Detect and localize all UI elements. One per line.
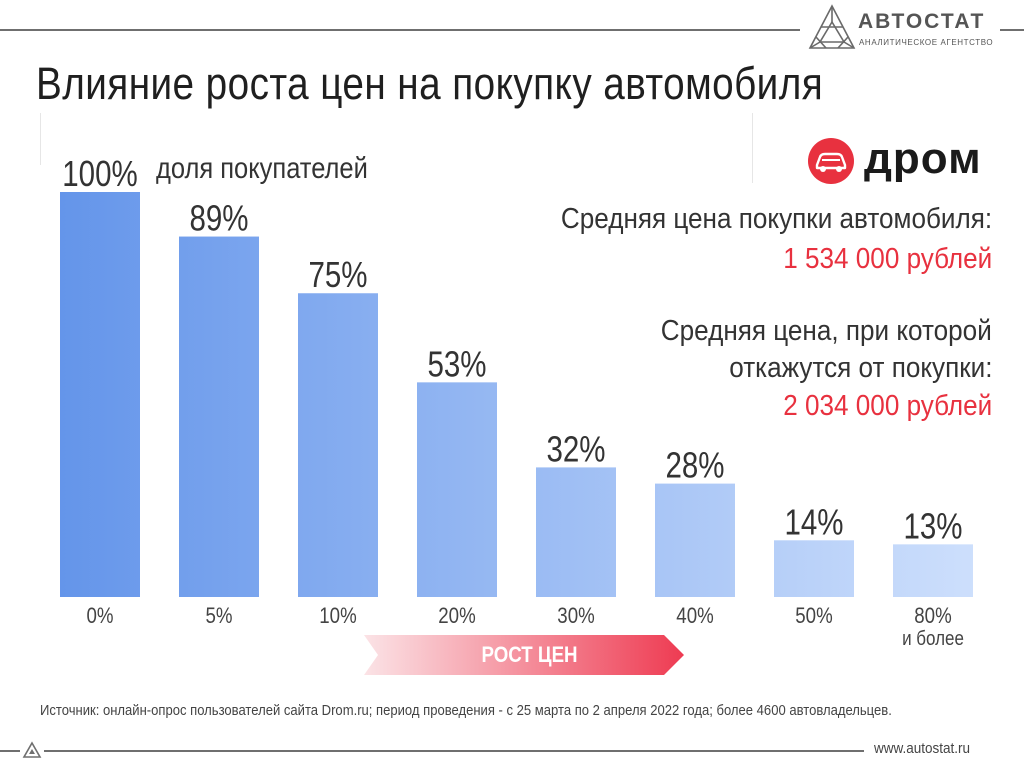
refuse-price-label-line2: откажутся от покупки: bbox=[728, 352, 992, 384]
autostat-logo-icon bbox=[808, 4, 856, 49]
bar-value-label: 14% bbox=[784, 501, 843, 541]
arrow-shape bbox=[364, 635, 684, 675]
bar-3 bbox=[298, 293, 378, 597]
drom-logo: дром bbox=[806, 134, 996, 186]
source-note: Источник: онлайн-опрос пользователей сай… bbox=[40, 703, 892, 719]
bar-8 bbox=[893, 544, 973, 597]
bottom-rule bbox=[44, 750, 864, 752]
avg-price-label: Средняя цена покупки автомобиля: bbox=[560, 203, 992, 235]
x-tick-label: 50% bbox=[795, 605, 832, 629]
site-url: www.autostat.ru bbox=[874, 740, 971, 757]
title-divider-right bbox=[752, 113, 753, 183]
x-tick-label: 80% bbox=[914, 605, 951, 629]
top-rule-right bbox=[1000, 29, 1024, 31]
bar-7 bbox=[774, 540, 854, 597]
x-tick-label: и более bbox=[902, 627, 964, 650]
refuse-price-value: 2 034 000 рублей bbox=[782, 390, 992, 422]
price-growth-arrow: РОСТ ЦЕН bbox=[364, 635, 684, 675]
partner-name: дром bbox=[864, 134, 982, 183]
bar-value-label: 100% bbox=[62, 153, 137, 193]
bar-2 bbox=[179, 236, 259, 598]
bar-value-label: 75% bbox=[308, 254, 367, 294]
brand-subtitle: АНАЛИТИЧЕСКОЕ АГЕНТСТВО bbox=[859, 38, 994, 47]
price-growth-label: РОСТ ЦЕН bbox=[481, 642, 578, 667]
bar-value-label: 13% bbox=[903, 506, 962, 546]
top-rule bbox=[0, 29, 800, 31]
y-axis-label: доля покупателей bbox=[156, 151, 368, 184]
brand-name: АВТОСТАТ bbox=[858, 10, 986, 33]
x-tick-label: 5% bbox=[205, 605, 232, 629]
chart-title: Влияние роста цен на покупку автомобиля bbox=[36, 58, 824, 109]
bar-value-label: 32% bbox=[546, 429, 605, 469]
title-divider-left bbox=[40, 113, 41, 165]
bar-value-label: 89% bbox=[189, 198, 248, 238]
bar-5 bbox=[536, 467, 616, 597]
autostat-logo: АВТОСТАТ АНАЛИТИЧЕСКОЕ АГЕНТСТВО bbox=[806, 4, 1006, 54]
triangle-icon bbox=[22, 741, 42, 758]
bar-6 bbox=[655, 483, 735, 597]
bar-value-label: 28% bbox=[665, 445, 724, 485]
bar-value-label: 53% bbox=[427, 344, 486, 384]
bottom-rule-left bbox=[0, 750, 20, 752]
refuse-price-label-line1: Средняя цена, при которой bbox=[660, 315, 992, 347]
car-icon bbox=[808, 138, 854, 184]
x-tick-label: 10% bbox=[319, 605, 356, 629]
x-tick-label: 20% bbox=[438, 605, 475, 629]
bar-1 bbox=[60, 192, 140, 597]
x-tick-label: 40% bbox=[676, 605, 713, 629]
x-tick-label: 30% bbox=[557, 605, 594, 629]
avg-price-value: 1 534 000 рублей bbox=[782, 243, 992, 275]
x-tick-label: 0% bbox=[86, 605, 113, 629]
bar-4 bbox=[417, 382, 497, 597]
